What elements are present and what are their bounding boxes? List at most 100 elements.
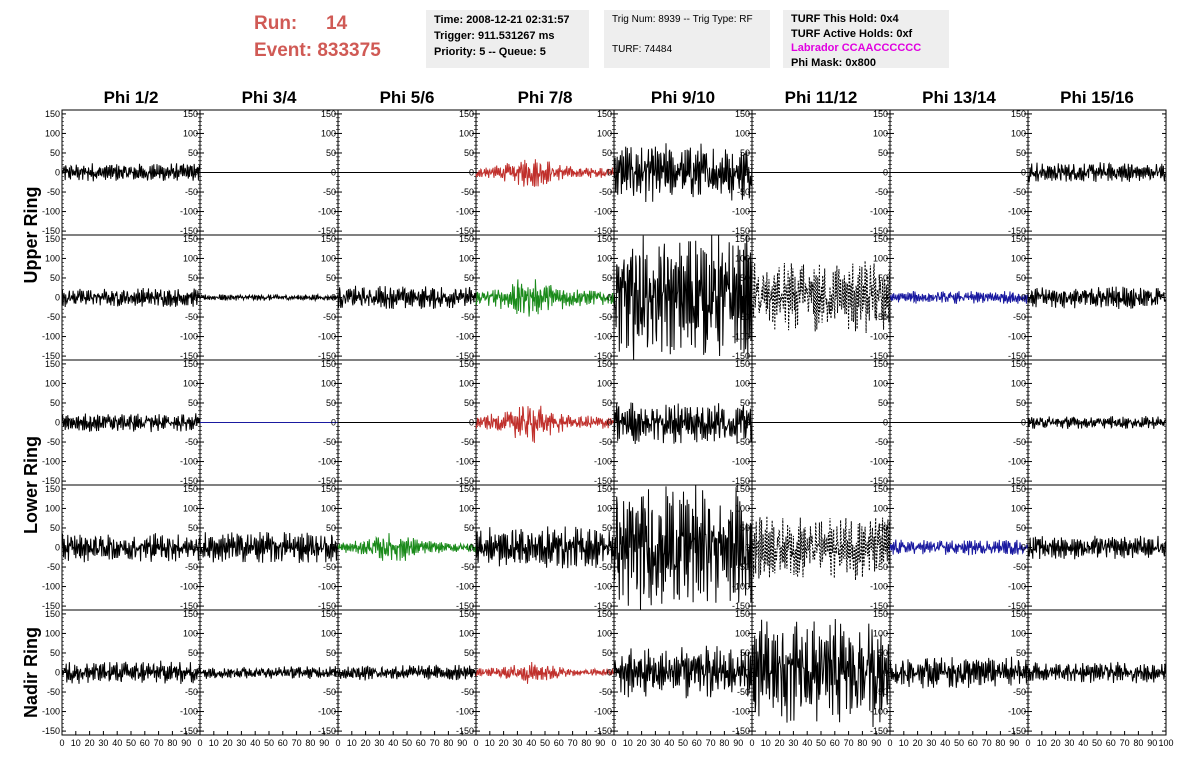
y-tick-label: 150 (873, 609, 888, 619)
y-tick-label: 150 (735, 109, 750, 119)
y-tick-label: 100 (45, 503, 60, 513)
y-tick-label: 0 (883, 418, 888, 428)
y-tick-label: -50 (1013, 687, 1026, 697)
x-tick-label: 70 (154, 738, 164, 748)
x-tick-label: 70 (292, 738, 302, 748)
y-tick-label: -150 (42, 476, 60, 486)
x-tick-label: 50 (264, 738, 274, 748)
y-tick-label: 0 (883, 168, 888, 178)
y-tick-label: 150 (735, 234, 750, 244)
y-tick-label: 50 (878, 273, 888, 283)
x-tick-label: 90 (1009, 738, 1019, 748)
y-tick-label: 50 (188, 523, 198, 533)
y-tick-label: 100 (597, 253, 612, 263)
y-tick-label: 150 (459, 484, 474, 494)
y-tick-label: -100 (456, 707, 474, 717)
phi-mask-line: Phi Mask: 0x800 (791, 56, 876, 69)
y-tick-label: -150 (1008, 601, 1026, 611)
y-tick-label: 0 (469, 543, 474, 553)
y-tick-label: 150 (321, 109, 336, 119)
y-tick-label: -100 (456, 332, 474, 342)
x-tick-label: 20 (1051, 738, 1061, 748)
y-tick-label: -100 (732, 582, 750, 592)
y-tick-label: -150 (594, 226, 612, 236)
x-tick-label: 20 (361, 738, 371, 748)
y-tick-label: 150 (183, 109, 198, 119)
y-tick-label: 0 (55, 668, 60, 678)
y-tick-label: -150 (594, 601, 612, 611)
y-tick-label: 0 (1021, 543, 1026, 553)
x-tick-label: 30 (1064, 738, 1074, 748)
y-tick-label: 50 (326, 148, 336, 158)
x-tick-label: 0 (197, 738, 202, 748)
waveform-trace (337, 664, 477, 681)
priority-line: Priority: 5 -- Queue: 5 (434, 46, 546, 58)
y-tick-label: -100 (180, 332, 198, 342)
y-tick-label: -50 (185, 562, 198, 572)
waveform-trace (613, 484, 753, 611)
y-tick-label: -150 (870, 601, 888, 611)
y-tick-label: -50 (875, 437, 888, 447)
y-tick-label: -50 (323, 312, 336, 322)
y-tick-label: -50 (185, 687, 198, 697)
y-tick-label: 150 (873, 109, 888, 119)
y-tick-label: 0 (1021, 293, 1026, 303)
y-tick-label: 50 (188, 273, 198, 283)
y-tick-label: 150 (459, 109, 474, 119)
run-label: Run: (254, 13, 298, 34)
y-tick-label: -100 (732, 332, 750, 342)
y-tick-label: 100 (183, 628, 198, 638)
y-tick-label: 50 (464, 648, 474, 658)
y-tick-label: 0 (193, 168, 198, 178)
y-tick-label: 150 (1011, 359, 1026, 369)
y-tick-label: 0 (745, 168, 750, 178)
y-tick-label: -100 (42, 207, 60, 217)
y-tick-label: 100 (1011, 253, 1026, 263)
y-tick-label: 0 (55, 543, 60, 553)
x-tick-label: 50 (1092, 738, 1102, 748)
y-tick-label: 50 (1016, 273, 1026, 283)
y-tick-label: -50 (323, 562, 336, 572)
x-tick-label: 40 (664, 738, 674, 748)
x-tick-label: 80 (443, 738, 453, 748)
run-event-title: Run: 14 Event: 833375 (254, 10, 381, 64)
y-tick-label: 50 (326, 398, 336, 408)
column-title: Phi 15/16 (1060, 88, 1134, 107)
y-tick-label: -50 (47, 687, 60, 697)
x-tick-label: 50 (402, 738, 412, 748)
x-tick-label: 60 (554, 738, 564, 748)
y-tick-label: -150 (594, 476, 612, 486)
y-tick-label: 150 (459, 609, 474, 619)
y-tick-label: -150 (732, 601, 750, 611)
labrador-line: Labrador CCAACCCCCC (791, 42, 922, 54)
x-tick-label: 20 (775, 738, 785, 748)
y-tick-label: 0 (607, 543, 612, 553)
y-tick-label: 150 (873, 484, 888, 494)
y-tick-label: -150 (318, 351, 336, 361)
y-tick-label: 100 (459, 628, 474, 638)
y-tick-label: 100 (735, 128, 750, 138)
y-tick-label: 150 (183, 609, 198, 619)
ring-label: Nadir Ring (21, 627, 41, 718)
waveform-trace (199, 292, 339, 303)
y-tick-label: 50 (602, 148, 612, 158)
y-tick-label: -50 (461, 312, 474, 322)
y-tick-label: -50 (461, 562, 474, 572)
y-tick-label: -50 (47, 312, 60, 322)
y-tick-label: -50 (323, 437, 336, 447)
y-tick-label: -100 (1008, 707, 1026, 717)
y-tick-label: 150 (597, 359, 612, 369)
y-tick-label: 150 (183, 359, 198, 369)
y-tick-label: -150 (318, 726, 336, 736)
waveform-trace (199, 531, 339, 564)
y-tick-label: 150 (183, 234, 198, 244)
y-tick-label: 150 (597, 234, 612, 244)
y-tick-label: 50 (188, 398, 198, 408)
y-tick-label: -100 (870, 582, 888, 592)
y-tick-label: 0 (193, 668, 198, 678)
y-tick-label: 50 (878, 648, 888, 658)
x-tick-label: 90 (457, 738, 467, 748)
x-tick-label: 70 (982, 738, 992, 748)
y-tick-label: 100 (1011, 128, 1026, 138)
y-tick-label: 100 (1011, 503, 1026, 513)
